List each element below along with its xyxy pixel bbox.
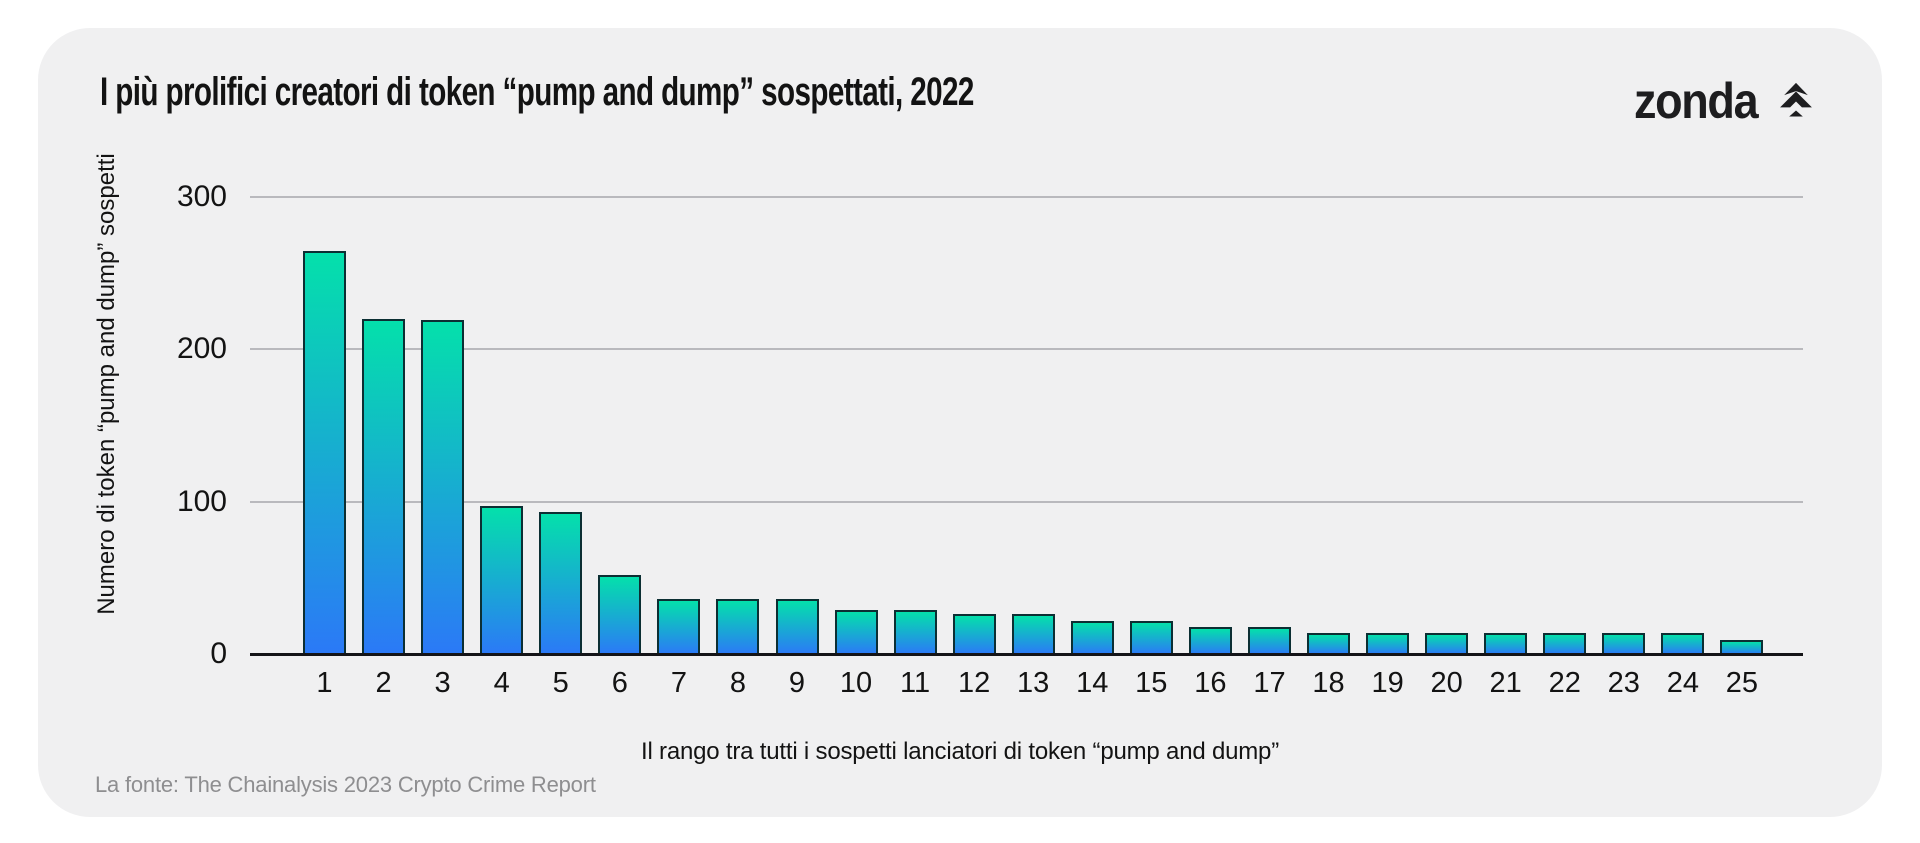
bar <box>657 599 701 654</box>
x-axis-tick-label: 19 <box>1371 667 1404 699</box>
bar <box>893 609 937 654</box>
bar <box>1661 632 1705 654</box>
x-axis-tick-label: 10 <box>839 667 873 699</box>
x-axis-tick-label: 3 <box>434 667 451 699</box>
y-axis-tick-label: 100 <box>176 484 227 518</box>
x-axis-tick-label: 7 <box>670 667 687 699</box>
bar <box>1366 632 1410 654</box>
bar <box>716 599 760 654</box>
x-axis-line <box>250 653 1803 656</box>
x-axis-tick-label: 2 <box>375 667 392 699</box>
x-axis-tick-label: 5 <box>552 667 569 699</box>
x-axis-tick-label: 17 <box>1253 667 1286 699</box>
x-axis-tick-label: 22 <box>1548 667 1581 699</box>
y-axis-title: Numero di token “pump and dump” sospetti <box>93 153 120 615</box>
zonda-logo: zonda <box>1634 76 1816 126</box>
bar <box>1602 632 1646 654</box>
x-axis-tick-label: 11 <box>900 667 931 699</box>
source-note: La fonte: The Chainalysis 2023 Crypto Cr… <box>95 772 596 797</box>
gridline <box>250 500 1803 503</box>
bar <box>1011 614 1055 654</box>
bar <box>1484 632 1528 654</box>
bar <box>775 599 819 654</box>
bar <box>1070 620 1114 654</box>
bar <box>1188 626 1232 654</box>
x-axis-tick-label: 9 <box>788 667 806 699</box>
x-axis-tick-label: 8 <box>729 667 746 699</box>
bar <box>1543 632 1587 654</box>
x-axis-tick-label: 4 <box>493 667 510 699</box>
bar <box>1425 632 1469 654</box>
page-title: I più prolifici creatori di token “pump … <box>100 70 974 114</box>
x-axis-tick-label: 25 <box>1725 667 1759 699</box>
bar <box>1129 620 1173 654</box>
bar <box>1307 632 1350 654</box>
x-axis-tick-label: 15 <box>1135 667 1168 699</box>
x-axis-tick-label: 24 <box>1666 667 1700 699</box>
spruce-tree-arrow-icon <box>1780 82 1812 117</box>
bar <box>480 506 524 654</box>
x-axis-tick-label: 14 <box>1076 667 1109 699</box>
bar <box>1248 626 1291 654</box>
bar <box>1720 640 1764 654</box>
x-axis-title: Il rango tra tutti i sospetti lanciatori… <box>640 738 1279 765</box>
y-axis-tick-label: 200 <box>176 332 227 365</box>
y-axis-tick-label: 300 <box>176 179 227 213</box>
gridline <box>250 348 1803 350</box>
x-axis-tick-label: 20 <box>1430 667 1463 699</box>
bar <box>421 320 465 654</box>
bar <box>539 512 583 654</box>
bar <box>303 251 346 654</box>
gridline <box>250 195 1803 198</box>
y-axis-tick-label: 0 <box>210 637 227 670</box>
x-axis-tick-label: 13 <box>1017 667 1050 699</box>
x-axis-tick-label: 12 <box>958 667 991 699</box>
x-axis-tick-label: 23 <box>1607 667 1640 699</box>
bar <box>362 318 406 654</box>
x-axis-tick-label: 18 <box>1312 667 1345 699</box>
zonda-logo-text: zonda <box>1634 73 1759 129</box>
x-axis-tick-label: 1 <box>316 667 333 699</box>
x-axis-tick-label: 21 <box>1489 667 1522 699</box>
bar <box>952 614 996 654</box>
x-axis-tick-label: 16 <box>1194 667 1227 699</box>
bar <box>834 609 878 654</box>
x-axis-tick-label: 6 <box>611 667 628 699</box>
bar <box>598 574 642 654</box>
